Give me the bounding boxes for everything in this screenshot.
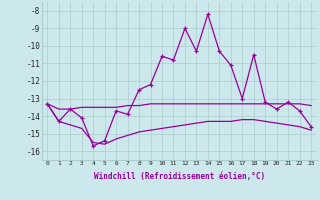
X-axis label: Windchill (Refroidissement éolien,°C): Windchill (Refroidissement éolien,°C) bbox=[94, 172, 265, 181]
